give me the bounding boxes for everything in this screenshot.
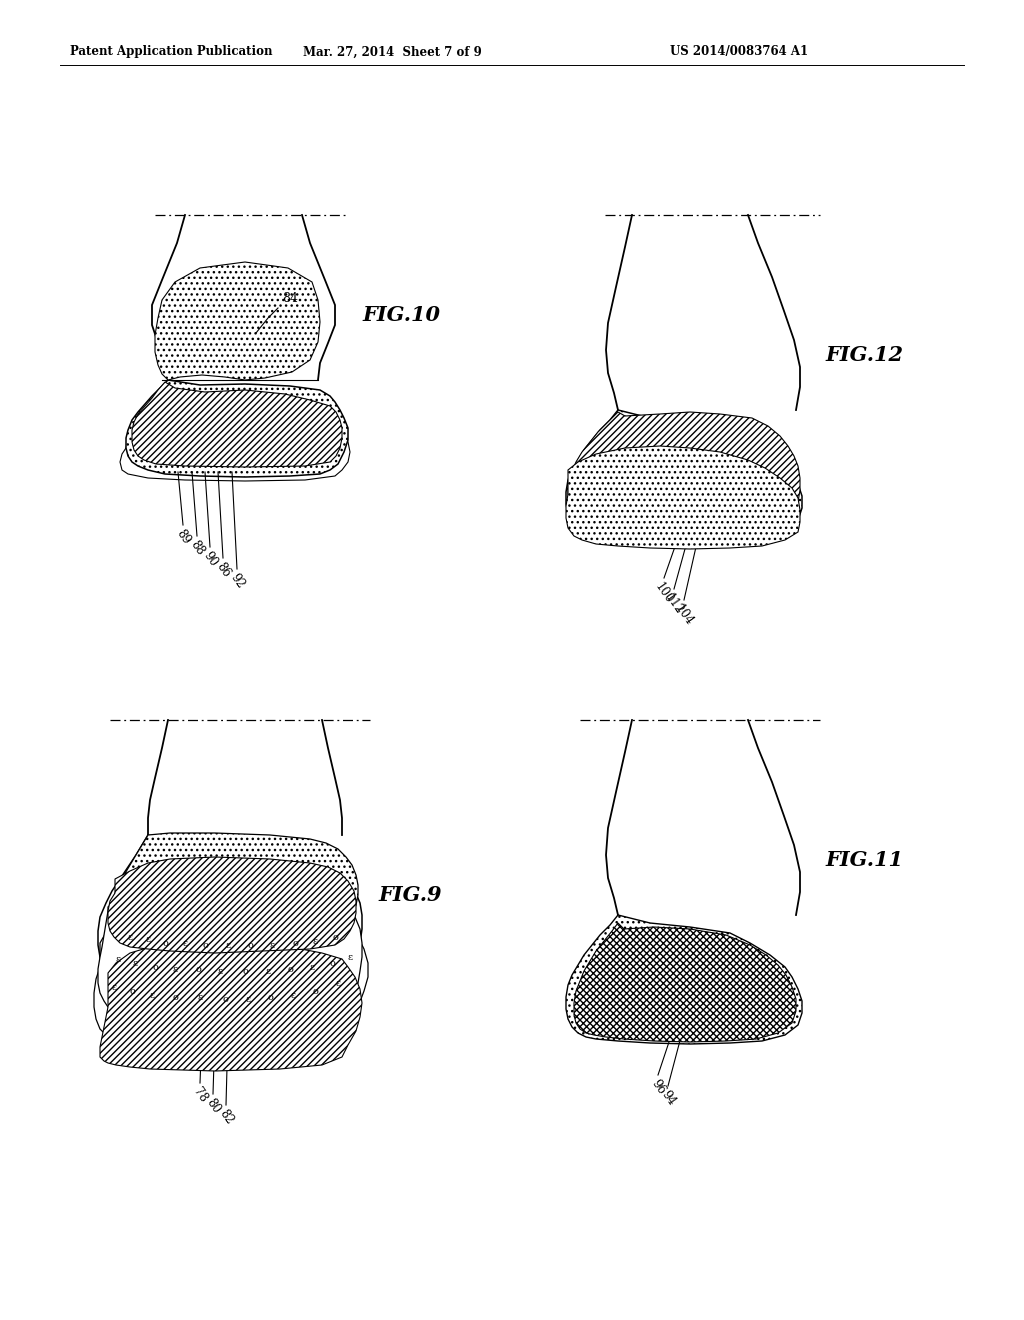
Text: ε: ε: [198, 994, 203, 1002]
Text: ε: ε: [309, 962, 314, 972]
Text: ε: ε: [312, 936, 317, 945]
Text: Patent Application Publication: Patent Application Publication: [70, 45, 272, 58]
Polygon shape: [98, 883, 362, 1023]
Text: ε: ε: [127, 932, 132, 941]
Text: ε: ε: [269, 940, 274, 949]
Text: o: o: [312, 986, 317, 995]
Text: US 2014/0083764 A1: US 2014/0083764 A1: [670, 45, 808, 58]
Polygon shape: [112, 833, 358, 939]
Text: ε: ε: [112, 982, 117, 991]
Text: o: o: [267, 994, 273, 1002]
Text: o: o: [162, 939, 168, 948]
Text: ε: ε: [145, 936, 151, 945]
Text: o: o: [129, 986, 135, 995]
Text: ε: ε: [132, 958, 137, 968]
Text: ε: ε: [291, 991, 296, 1001]
Text: ε: ε: [336, 978, 341, 987]
Text: 84: 84: [282, 292, 298, 305]
Polygon shape: [566, 915, 802, 1044]
Text: ε: ε: [182, 939, 187, 948]
Polygon shape: [120, 426, 350, 480]
Text: o: o: [195, 965, 201, 974]
Text: Mar. 27, 2014  Sheet 7 of 9: Mar. 27, 2014 Sheet 7 of 9: [303, 45, 481, 58]
Text: ε: ε: [217, 966, 222, 975]
Text: 94: 94: [658, 1088, 678, 1107]
Text: 86: 86: [213, 560, 232, 579]
Text: 80: 80: [204, 1096, 222, 1115]
Text: ε: ε: [172, 965, 177, 974]
Text: o: o: [172, 993, 178, 1002]
Text: 82: 82: [216, 1107, 236, 1126]
Polygon shape: [126, 380, 348, 477]
Text: ε: ε: [116, 956, 121, 965]
Text: ε: ε: [150, 990, 155, 999]
Polygon shape: [98, 836, 362, 993]
Text: o: o: [202, 940, 208, 949]
Text: 104: 104: [673, 602, 695, 628]
Polygon shape: [94, 903, 368, 1053]
Text: 88: 88: [187, 539, 207, 557]
Text: o: o: [152, 962, 158, 972]
Text: o: o: [247, 940, 253, 949]
Text: o: o: [332, 933, 338, 942]
Text: FIG.11: FIG.11: [825, 850, 903, 870]
Text: ε: ε: [265, 966, 270, 975]
Text: 89: 89: [173, 527, 193, 546]
Text: 78: 78: [190, 1085, 210, 1105]
Text: FIG.9: FIG.9: [378, 884, 441, 906]
Text: 90: 90: [201, 549, 219, 569]
Text: ε: ε: [347, 953, 352, 961]
Polygon shape: [566, 446, 800, 549]
Polygon shape: [108, 857, 356, 953]
Text: 112: 112: [663, 591, 686, 616]
Polygon shape: [568, 412, 800, 529]
Polygon shape: [574, 923, 796, 1041]
Text: o: o: [329, 958, 335, 968]
Text: FIG.10: FIG.10: [362, 305, 440, 325]
Polygon shape: [566, 411, 802, 539]
Text: ε: ε: [246, 994, 251, 1003]
Text: o: o: [242, 966, 248, 975]
Polygon shape: [132, 381, 342, 467]
Text: o: o: [287, 965, 293, 974]
Text: FIG.12: FIG.12: [825, 345, 903, 366]
Text: 96: 96: [648, 1077, 668, 1097]
Text: o: o: [222, 994, 228, 1003]
Text: ε: ε: [225, 940, 230, 949]
Text: 92: 92: [227, 572, 247, 590]
Polygon shape: [155, 261, 319, 380]
Polygon shape: [100, 942, 362, 1071]
Text: o: o: [292, 939, 298, 948]
Text: 100: 100: [652, 579, 676, 606]
